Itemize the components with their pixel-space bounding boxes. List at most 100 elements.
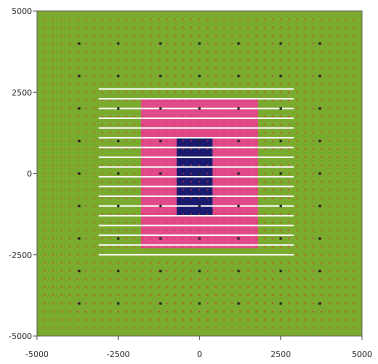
red-dot (85, 229, 87, 231)
red-dot (272, 83, 274, 85)
red-dot (247, 34, 249, 36)
red-dot (198, 132, 201, 134)
red-dot (117, 286, 119, 288)
red-dot (328, 83, 331, 85)
red-dot (239, 327, 241, 329)
red-dot (247, 99, 249, 101)
red-dot (263, 213, 266, 215)
red-dot (52, 42, 54, 45)
red-dot (304, 327, 306, 329)
red-dot (337, 286, 339, 288)
red-dot (353, 189, 355, 191)
red-dot (239, 172, 241, 175)
red-dot (255, 132, 257, 134)
red-dot (296, 140, 298, 142)
red-dot (117, 197, 119, 199)
red-dot (255, 189, 257, 191)
red-dot (77, 294, 79, 296)
red-dot (158, 286, 160, 288)
red-dot (85, 132, 87, 134)
red-dot (125, 18, 127, 20)
red-dot (93, 294, 95, 296)
red-dot (117, 229, 119, 231)
red-dot (182, 246, 184, 248)
red-dot (304, 278, 306, 280)
red-dot (117, 132, 119, 134)
black-dot (159, 269, 162, 273)
red-dot (109, 246, 111, 248)
red-dot (263, 229, 266, 231)
red-dot (231, 197, 233, 199)
red-dot (255, 99, 257, 101)
red-dot (77, 148, 79, 150)
red-dot (320, 205, 322, 207)
red-dot (85, 205, 87, 207)
red-dot (158, 189, 160, 191)
red-dot (247, 262, 249, 264)
red-dot (198, 67, 201, 69)
red-dot (296, 107, 298, 110)
red-dot (77, 91, 79, 93)
red-dot (215, 91, 217, 93)
red-dot (320, 51, 322, 53)
red-dot (85, 140, 87, 142)
red-dot (125, 286, 127, 288)
red-dot (158, 51, 160, 53)
red-dot (255, 229, 257, 231)
red-dot (182, 75, 184, 77)
red-dot (207, 278, 209, 280)
red-dot (85, 311, 87, 313)
red-dot (85, 302, 87, 305)
red-dot (239, 302, 241, 305)
red-dot (304, 67, 306, 69)
red-dot (109, 34, 111, 36)
red-dot (60, 237, 62, 240)
red-dot (117, 294, 119, 296)
red-dot (198, 59, 201, 61)
red-dot (337, 270, 339, 272)
red-dot (174, 221, 176, 223)
red-dot (68, 91, 71, 93)
red-dot (182, 237, 184, 240)
red-dot (166, 294, 168, 296)
red-dot (101, 140, 103, 142)
red-dot (44, 26, 46, 28)
red-dot (93, 197, 95, 199)
black-dot (78, 107, 81, 110)
red-dot (320, 124, 322, 126)
red-dot (296, 262, 298, 264)
red-dot (60, 148, 62, 150)
red-dot (207, 18, 209, 20)
black-dot (78, 172, 81, 175)
red-dot (239, 59, 241, 61)
red-dot (182, 148, 184, 150)
red-dot (337, 75, 339, 77)
red-dot (190, 116, 192, 118)
red-dot (68, 172, 71, 175)
red-dot (85, 197, 87, 199)
red-dot (182, 189, 184, 191)
black-dot (279, 237, 282, 240)
red-dot (215, 132, 217, 134)
red-dot (272, 140, 274, 142)
red-dot (190, 262, 192, 264)
red-dot (263, 164, 266, 166)
red-dot (60, 34, 62, 36)
red-dot (345, 237, 347, 240)
red-dot (166, 140, 168, 142)
red-dot (60, 254, 62, 256)
red-dot (215, 140, 217, 142)
red-dot (231, 237, 233, 240)
red-dot (272, 164, 274, 166)
red-dot (109, 311, 111, 313)
black-dot (117, 204, 120, 208)
red-dot (142, 172, 144, 175)
black-dot (159, 237, 162, 240)
red-dot (93, 156, 95, 158)
red-dot (353, 229, 355, 231)
red-dot (304, 311, 306, 313)
red-dot (166, 67, 168, 69)
red-dot (109, 51, 111, 53)
red-dot (337, 172, 339, 175)
red-dot (60, 75, 62, 77)
